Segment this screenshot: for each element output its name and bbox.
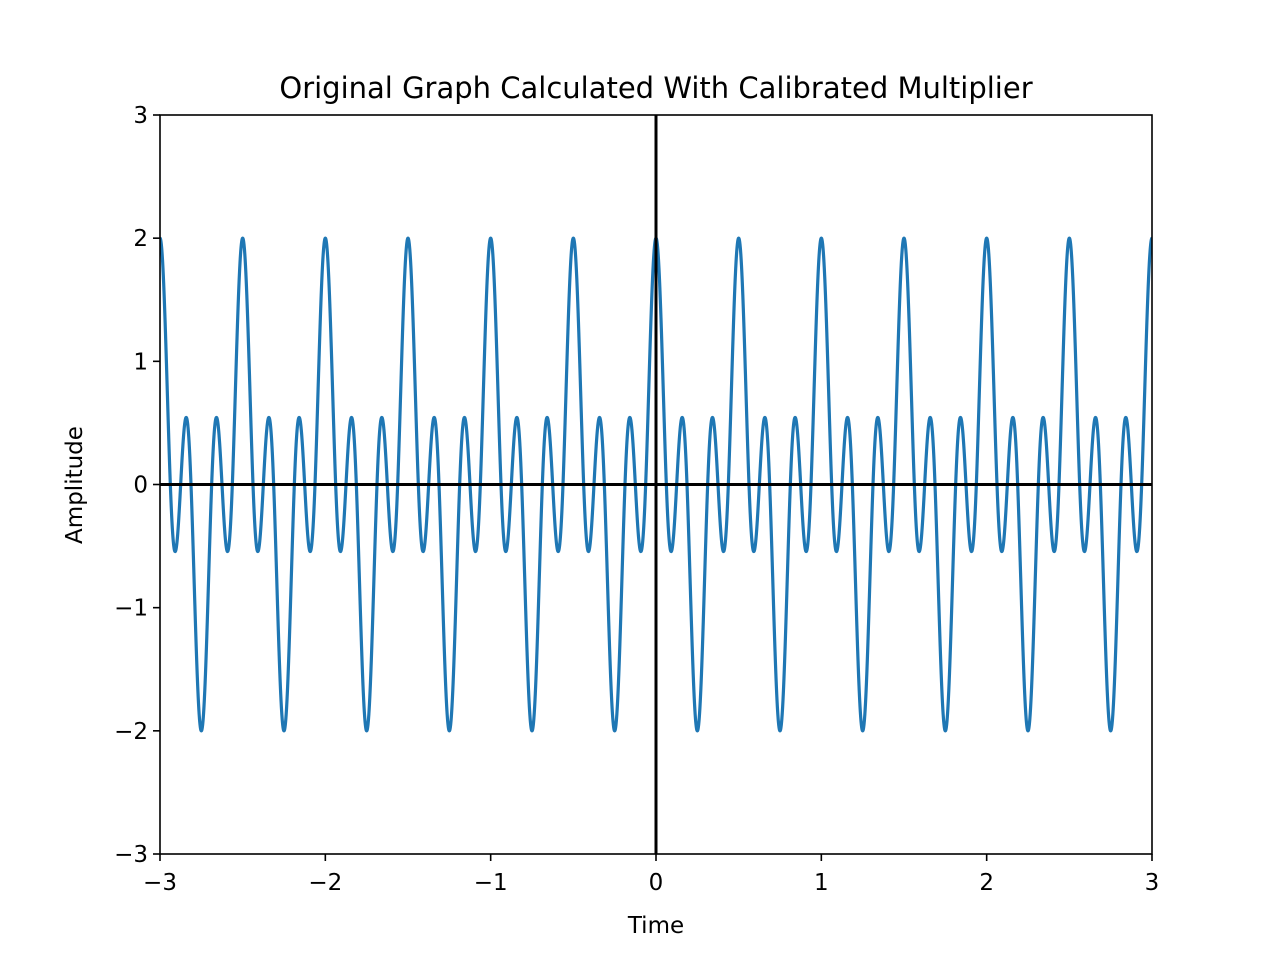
y-tick-label: −3	[114, 842, 148, 868]
x-tick-label: −2	[308, 870, 342, 896]
plot-area: −3 −2 −1 0 1 2 3 −3 −2 −1 0 1 2 3	[114, 103, 1159, 896]
y-tick-label: −1	[114, 596, 148, 622]
x-tick-label: 1	[814, 870, 829, 896]
chart-title: Original Graph Calculated With Calibrate…	[279, 71, 1032, 105]
y-tick-label: 0	[133, 473, 148, 499]
y-tick-label: 1	[133, 349, 148, 375]
x-tick-label: 2	[979, 870, 994, 896]
y-tick-label: 3	[133, 103, 148, 129]
y-tick-label: 2	[133, 226, 148, 252]
y-axis-label: Amplitude	[62, 426, 88, 544]
x-tick-label: 3	[1145, 870, 1160, 896]
x-axis-label: Time	[627, 913, 684, 939]
y-tick-label: −2	[114, 719, 148, 745]
x-tick-label: −1	[474, 870, 508, 896]
x-tick-label: 0	[649, 870, 664, 896]
x-tick-label: −3	[143, 870, 177, 896]
